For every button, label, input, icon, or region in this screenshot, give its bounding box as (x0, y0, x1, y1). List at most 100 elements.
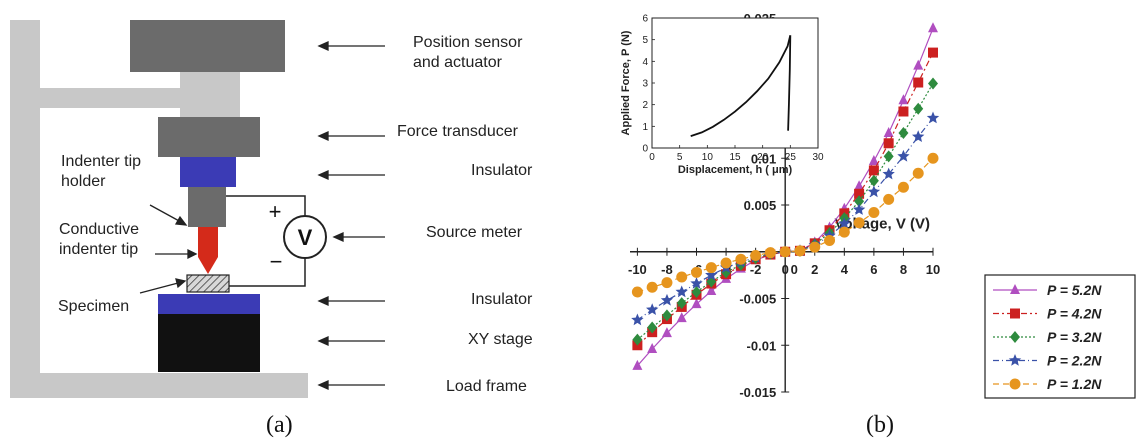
conductive-tip-body (198, 227, 218, 257)
series-line (637, 117, 934, 321)
specimen (186, 274, 230, 293)
series-p-1-2n (631, 152, 939, 298)
data-point (854, 180, 865, 191)
data-point (631, 313, 644, 326)
data-point (1008, 354, 1022, 366)
inset-frame (651, 17, 819, 149)
xy-stage (158, 314, 260, 372)
data-point (631, 286, 643, 298)
x-tick-label: -2 (750, 262, 762, 277)
data-point (660, 293, 674, 306)
data-point (691, 298, 702, 309)
conductive-tip-point (198, 257, 218, 274)
data-point (691, 266, 703, 278)
label-load-frame: Load frame (446, 378, 527, 395)
legend-entry: P = 4.2N (993, 306, 1102, 322)
data-point (676, 312, 687, 323)
data-point (1009, 378, 1021, 390)
y-tick-label: -0.005 (739, 292, 776, 307)
inset-x-tick-label: 25 (785, 152, 797, 163)
data-point (720, 257, 732, 269)
inset-y-axis-title: Applied Force, P (N) (620, 30, 632, 135)
data-point (883, 193, 895, 205)
label-force-transducer: Force transducer (397, 123, 518, 140)
data-point (750, 249, 762, 261)
data-point (854, 188, 865, 199)
data-point (764, 247, 776, 259)
data-point (705, 262, 717, 274)
indenter-tip-holder (188, 187, 226, 227)
data-point (646, 281, 658, 293)
inset-x-tick-label: 0 (649, 152, 655, 163)
data-point (632, 333, 643, 346)
data-point (661, 277, 673, 289)
data-point (706, 285, 717, 296)
inset-x-tick-label: 5 (677, 152, 683, 163)
data-point (868, 206, 880, 218)
data-point (853, 217, 865, 229)
insulator-bottom (158, 294, 260, 314)
data-point (646, 303, 659, 315)
plus-sign: + (269, 199, 282, 224)
inset-y-tick-label: 1 (642, 122, 648, 133)
legend-entry: P = 1.2N (993, 376, 1102, 392)
actuator-shaft (180, 72, 240, 117)
legend-entry: P = 2.2N (993, 353, 1102, 369)
inset-x-axis-title: Displacement, h ( μm) (678, 164, 793, 176)
label-insulator-top: Insulator (471, 162, 533, 179)
x-tick-label: 8 (900, 262, 907, 277)
label-xy-stage: XY stage (468, 331, 533, 348)
legend-label: P = 1.2N (1047, 376, 1102, 392)
legend-entry: P = 5.2N (993, 282, 1102, 298)
label-specimen: Specimen (58, 298, 130, 315)
data-point (824, 235, 836, 247)
data-point (883, 150, 894, 163)
y-tick-label: 0.005 (744, 198, 777, 213)
x-tick-label: 4 (841, 262, 849, 277)
caption-b: (b) (866, 412, 894, 438)
label-source-meter: Source meter (426, 224, 523, 241)
x-tick-label: 2 (811, 262, 818, 277)
data-point (912, 130, 925, 142)
data-point (647, 342, 658, 353)
inset-x-tick-label: 30 (812, 152, 824, 163)
data-point (883, 127, 894, 138)
data-point (882, 167, 895, 180)
y-tick-label: -0.015 (739, 385, 776, 400)
inset-y-tick-label: 4 (642, 57, 648, 68)
data-point (661, 327, 672, 338)
voltmeter-letter: V (298, 225, 313, 250)
inset-y-tick-label: 0 (642, 144, 648, 155)
data-point (1010, 308, 1020, 319)
data-point (912, 167, 924, 179)
label-indenter-tip-holder: Indenter tip holder (61, 153, 142, 190)
x-tick-label: -10 (628, 262, 647, 277)
label-insulator-bottom: Insulator (471, 291, 533, 308)
data-point (897, 149, 910, 162)
legend-entry: P = 3.2N (993, 329, 1102, 345)
minus-sign: − (270, 249, 283, 274)
data-point (632, 359, 643, 370)
indentation-setup-diagram: V + − (10, 20, 385, 398)
data-point (809, 241, 821, 253)
insulator-top (180, 157, 236, 187)
position-sensor-actuator (130, 20, 285, 72)
data-point (867, 185, 881, 198)
inset-x-tick-label: 10 (702, 152, 714, 163)
data-point (883, 138, 894, 149)
voltmeter-symbol (283, 215, 327, 259)
data-point (898, 127, 909, 140)
data-point (913, 102, 924, 115)
data-point (661, 309, 672, 322)
circuit-wire-top (226, 195, 306, 216)
data-point (647, 321, 658, 334)
x-tick-label: 0 (782, 262, 789, 277)
iv-curve-chart: -10-8-6-4-20246810-0.015-0.01-0.00500.00… (620, 11, 1136, 400)
data-point (676, 271, 688, 283)
force-transducer (158, 117, 260, 157)
y-tick-label: 0.01 (751, 151, 776, 166)
load-frame-base (10, 373, 308, 398)
data-point (898, 94, 909, 105)
load-frame-column (10, 20, 40, 398)
data-point (926, 111, 940, 124)
